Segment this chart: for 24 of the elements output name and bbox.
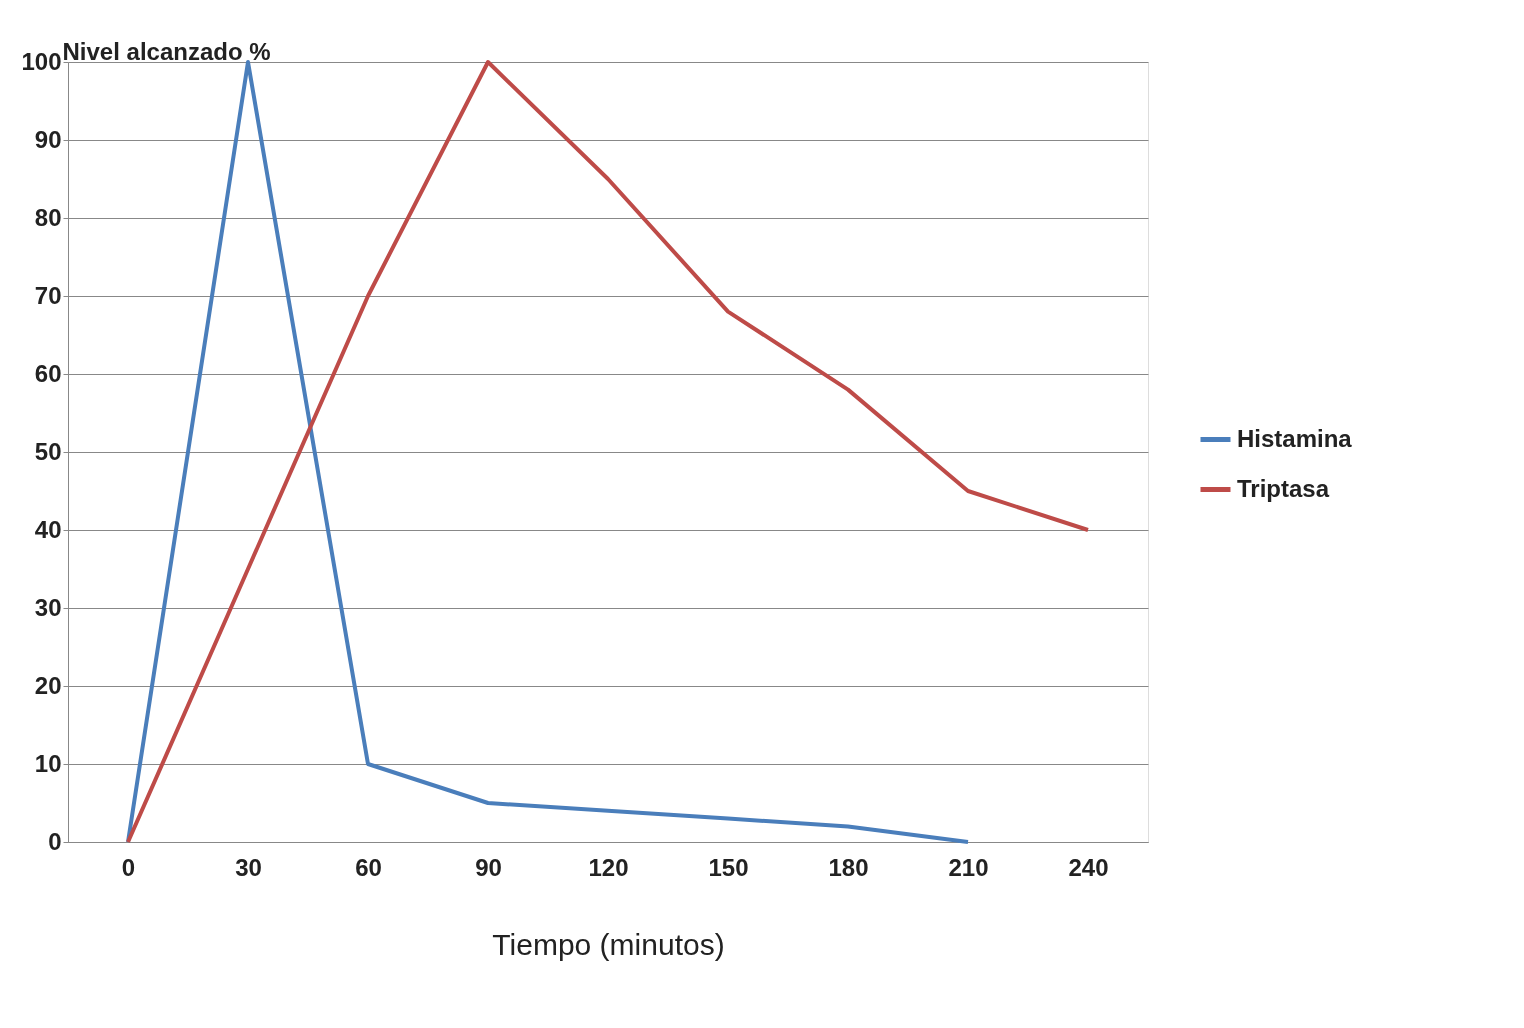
y-tick-label: 40 <box>34 515 62 543</box>
x-tick-label: 180 <box>828 853 869 881</box>
x-tick-label: 120 <box>588 853 629 881</box>
x-tick-label: 60 <box>355 853 382 881</box>
legend-label: Triptasa <box>1237 474 1330 502</box>
y-tick-label: 30 <box>34 593 62 621</box>
y-tick-label: 100 <box>21 47 62 75</box>
y-axis-title: Nivel alcanzado % <box>62 37 271 65</box>
y-tick-label: 90 <box>34 125 62 153</box>
y-tick-label: 70 <box>34 281 62 309</box>
x-tick-label: 240 <box>1068 853 1109 881</box>
y-tick-label: 0 <box>48 827 62 855</box>
x-tick-label: 0 <box>121 853 136 881</box>
y-tick-label: 80 <box>34 203 62 231</box>
x-tick-label: 90 <box>475 853 502 881</box>
x-tick-label: 150 <box>708 853 749 881</box>
y-tick-label: 20 <box>34 671 62 699</box>
y-tick-label: 50 <box>34 437 62 465</box>
x-axis-title: Tiempo (minutos) <box>492 927 725 961</box>
x-tick-label: 30 <box>235 853 262 881</box>
x-tick-label: 210 <box>948 853 989 881</box>
y-tick-label: 60 <box>34 359 62 387</box>
legend-label: Histamina <box>1237 424 1353 452</box>
y-tick-label: 10 <box>34 749 62 777</box>
